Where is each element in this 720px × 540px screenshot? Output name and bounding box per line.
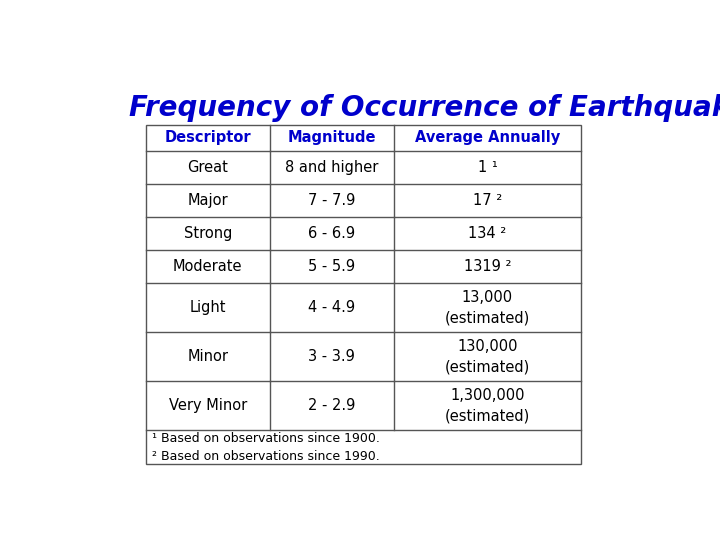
Text: Major: Major [187, 193, 228, 208]
Text: Frequency of Occurrence of Earthquakes: Frequency of Occurrence of Earthquakes [129, 94, 720, 122]
Text: 7 - 7.9: 7 - 7.9 [308, 193, 356, 208]
Text: 17 ²: 17 ² [473, 193, 502, 208]
Text: 1 ¹: 1 ¹ [477, 160, 498, 174]
Text: 1319 ²: 1319 ² [464, 259, 511, 274]
Text: Minor: Minor [187, 349, 228, 364]
Text: Moderate: Moderate [173, 259, 243, 274]
Text: 4 - 4.9: 4 - 4.9 [308, 300, 356, 315]
Text: 130,000
(estimated): 130,000 (estimated) [445, 339, 530, 374]
Text: 13,000
(estimated): 13,000 (estimated) [445, 291, 530, 325]
Text: 6 - 6.9: 6 - 6.9 [308, 226, 356, 241]
Text: 5 - 5.9: 5 - 5.9 [308, 259, 356, 274]
Text: Very Minor: Very Minor [168, 398, 247, 413]
Text: Descriptor: Descriptor [164, 130, 251, 145]
Bar [145, 125, 581, 464]
Text: 8 and higher: 8 and higher [285, 160, 379, 174]
Text: Light: Light [189, 300, 226, 315]
Text: Average Annually: Average Annually [415, 130, 560, 145]
Text: 134 ²: 134 ² [468, 226, 507, 241]
Text: ¹ Based on observations since 1900.
² Based on observations since 1990.: ¹ Based on observations since 1900. ² Ba… [153, 431, 380, 463]
Text: Strong: Strong [184, 226, 232, 241]
Text: Great: Great [187, 160, 228, 174]
Text: 2 - 2.9: 2 - 2.9 [308, 398, 356, 413]
Text: Magnitude: Magnitude [287, 130, 376, 145]
Text: 3 - 3.9: 3 - 3.9 [308, 349, 355, 364]
Text: 1,300,000
(estimated): 1,300,000 (estimated) [445, 388, 530, 423]
